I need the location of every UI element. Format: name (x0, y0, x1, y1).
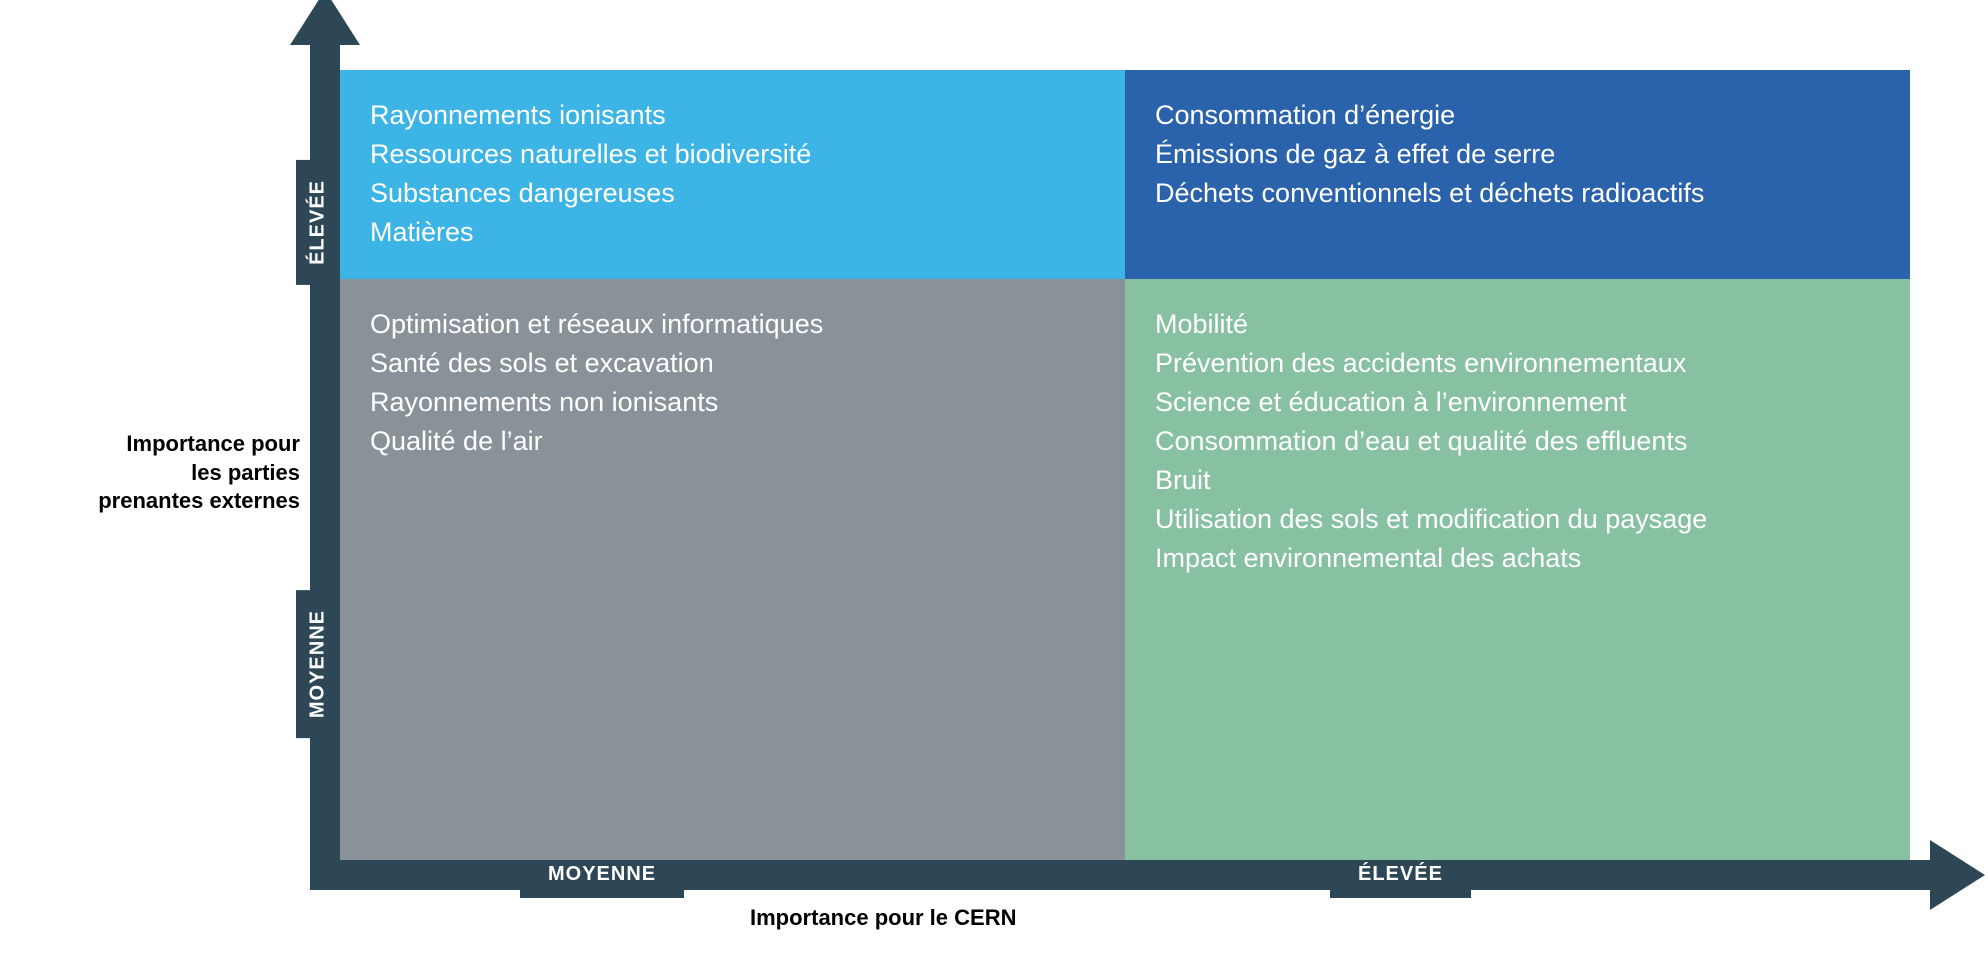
quadrant-item: Utilisation des sols et modification du … (1155, 500, 1880, 539)
materiality-matrix: Importance pour les parties prenantes ex… (90, 20, 1910, 940)
quadrant-item: Consommation d’énergie (1155, 96, 1880, 135)
quadrant-item: Matières (370, 213, 1095, 252)
quadrant-item: Qualité de l’air (370, 422, 1095, 461)
y-tick-medium: MOYENNE (296, 590, 340, 738)
quadrant-item: Consommation d’eau et qualité des efflue… (1155, 422, 1880, 461)
y-tick-high: ÉLEVÉE (296, 160, 340, 285)
quadrant-item: Émissions de gaz à effet de serre (1155, 135, 1880, 174)
x-axis-arrow (1930, 840, 1985, 910)
quadrant-item: Optimisation et réseaux informatiques (370, 305, 1095, 344)
quadrant-bottom-right-list: MobilitéPrévention des accidents environ… (1155, 305, 1880, 579)
quadrant-top-left: Rayonnements ionisantsRessources naturel… (340, 70, 1125, 279)
quadrant-item: Impact environnemental des achats (1155, 539, 1880, 578)
quadrant-item: Substances dangereuses (370, 174, 1095, 213)
quadrant-top-right-list: Consommation d’énergieÉmissions de gaz à… (1155, 96, 1880, 213)
quadrant-bottom-left: Optimisation et réseaux informatiquesSan… (340, 279, 1125, 860)
quadrant-item: Rayonnements non ionisants (370, 383, 1095, 422)
y-axis-bar (310, 20, 340, 890)
quadrant-item: Prévention des accidents environnementau… (1155, 344, 1880, 383)
x-axis-label: Importance pour le CERN (750, 905, 1016, 931)
quadrant-grid: Rayonnements ionisantsRessources naturel… (340, 70, 1910, 860)
quadrant-item: Bruit (1155, 461, 1880, 500)
quadrant-bottom-left-list: Optimisation et réseaux informatiquesSan… (370, 305, 1095, 462)
quadrant-item: Déchets conventionnels et déchets radioa… (1155, 174, 1880, 213)
quadrant-item: Santé des sols et excavation (370, 344, 1095, 383)
y-axis-label: Importance pour les parties prenantes ex… (90, 430, 300, 516)
quadrant-item: Mobilité (1155, 305, 1880, 344)
quadrant-item: Ressources naturelles et biodiversité (370, 135, 1095, 174)
quadrant-item: Science et éducation à l’environnement (1155, 383, 1880, 422)
quadrant-bottom-right: MobilitéPrévention des accidents environ… (1125, 279, 1910, 860)
quadrant-top-left-list: Rayonnements ionisantsRessources naturel… (370, 96, 1095, 253)
quadrant-item: Rayonnements ionisants (370, 96, 1095, 135)
quadrant-top-right: Consommation d’énergieÉmissions de gaz à… (1125, 70, 1910, 279)
